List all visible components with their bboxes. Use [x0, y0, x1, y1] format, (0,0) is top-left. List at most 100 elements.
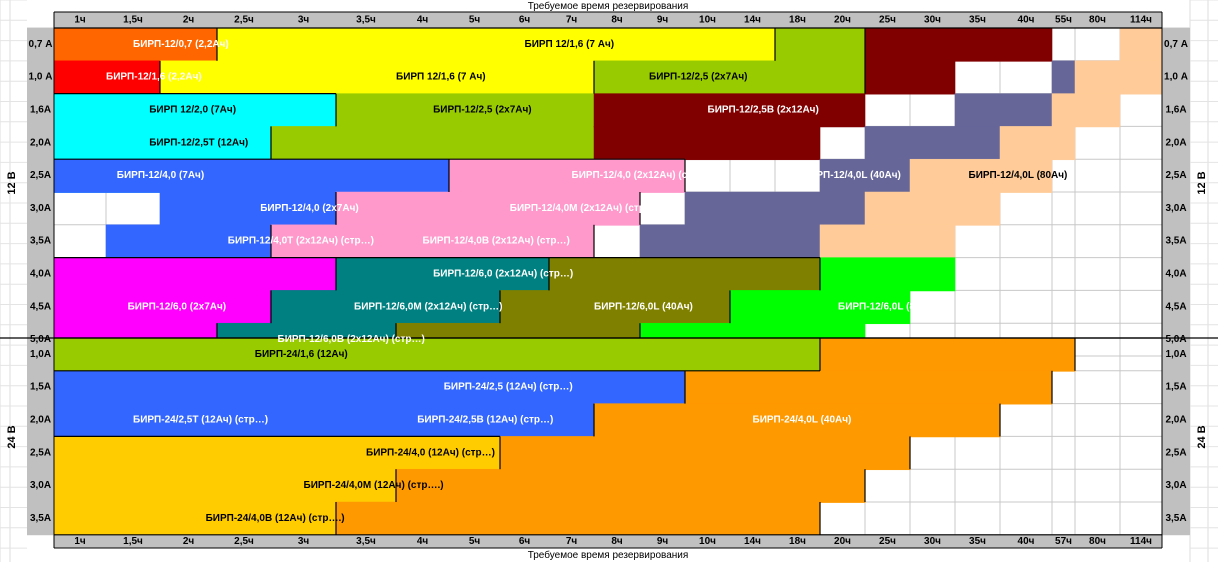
product-block-27 [53, 501, 337, 536]
product-block-22 [729, 290, 911, 325]
row-label-left: 2,5А [30, 170, 51, 181]
column-header-bottom: 40ч [1018, 536, 1035, 547]
product-block-27 [53, 468, 397, 503]
row-label-right: 3,0А [1165, 480, 1186, 491]
product-label: БИРП-12/2,5T (12Ач) [149, 137, 248, 148]
product-block-8 [864, 60, 956, 95]
product-label: БИРП-12/4,0 (2х7Ач) [260, 203, 359, 214]
row-label-left: 1,0 А [29, 72, 53, 83]
product-label: БИРП-12/6,0L (80Ач) [838, 301, 937, 312]
row-label-left: 2,5А [30, 447, 51, 458]
product-block-9 [105, 224, 272, 259]
frame-layer [0, 11, 1218, 549]
row-label-left: 3,5А [30, 513, 51, 524]
product-block-6 [270, 126, 595, 161]
column-header-top: 40ч [1018, 15, 1035, 26]
column-header-top: 1ч [74, 15, 86, 26]
row-label-left: 4,5А [30, 301, 51, 312]
product-block-16 [909, 158, 1053, 193]
column-header-top: 80ч [1089, 15, 1106, 26]
product-block-21 [499, 290, 731, 325]
row-label-left: 1,5А [30, 382, 51, 393]
column-header-top: 5ч [469, 15, 481, 26]
column-header-bottom: 3,5ч [356, 536, 376, 547]
title-top: Требуемое время резервирования [528, 0, 689, 12]
column-header-top: 30ч [924, 15, 941, 26]
row-label-left: 4,0А [30, 269, 51, 280]
column-header-bottom: 2ч [183, 536, 195, 547]
product-block-23 [53, 337, 821, 372]
row-label-right: 4,0А [1165, 269, 1186, 280]
voltage-label-24v-left: 24 В [6, 425, 18, 448]
row-label-right: 1,6А [1165, 105, 1186, 116]
text-layer: Требуемое время резервирования Требуемое… [6, 0, 1208, 561]
product-label: БИРП-24/4,0В (12Ач) (стр….) [206, 513, 345, 524]
column-header-top: 3ч [298, 15, 310, 26]
product-block-24 [53, 403, 595, 438]
column-header-bottom: 57ч [1055, 536, 1072, 547]
product-block-17 [53, 290, 272, 325]
column-header-top: 10ч [699, 15, 716, 26]
row-label-right: 3,0А [1165, 203, 1186, 214]
product-label: БИРП-12/4,0В (2х12Ач) (стр…) [423, 236, 570, 247]
column-header-bottom: 6ч [519, 536, 531, 547]
row-label-right: 2,5А [1165, 447, 1186, 458]
column-header-top: 1,5ч [123, 15, 143, 26]
row-label-right: 4,5А [1165, 301, 1186, 312]
column-header-top: 2ч [183, 15, 195, 26]
column-header-top: 55ч [1055, 15, 1072, 26]
column-header-top: 9ч [657, 15, 669, 26]
product-label: БИРП-12/6,0 (2х7Ач) [128, 301, 227, 312]
row-label-left: 2,0А [30, 137, 51, 148]
voltage-label-12v-right: 12 В [1196, 171, 1208, 194]
product-block-30 [684, 370, 1053, 405]
voltage-label-12v-left: 12 В [6, 171, 18, 194]
column-header-bottom: 20ч [834, 536, 851, 547]
product-block-17 [53, 257, 337, 292]
product-label: БИРП-12/2,5 (2х7Ач) [433, 105, 532, 116]
product-label: БИРП-12/6,0 (2х12Ач) (стр…) [433, 269, 573, 280]
row-label-right: 2,0А [1165, 137, 1186, 148]
product-label: БИРП 12/1,6 (7 Ач) [525, 39, 615, 50]
product-label: БИРП 12/1,6 (7 Ач) [396, 72, 486, 83]
column-header-top: 18ч [789, 15, 806, 26]
product-block-8 [593, 126, 821, 161]
column-header-bottom: 4ч [417, 536, 429, 547]
product-block-8 [593, 93, 866, 128]
column-header-bottom: 1ч [74, 536, 86, 547]
product-label: БИРП-12/6,0В (2х12Ач) (стр…) [278, 334, 425, 345]
product-block-18 [270, 290, 501, 325]
product-label: БИРП-12/0,7 (2,2Ач) [133, 39, 229, 50]
row-label-left: 3,5А [30, 236, 51, 247]
column-header-bottom: 8ч [611, 536, 623, 547]
column-header-bottom: 10ч [699, 536, 716, 547]
product-block-30 [819, 337, 1076, 372]
row-label-strip-right [1162, 28, 1190, 535]
column-header-bottom: 14ч [744, 536, 761, 547]
column-header-top: 7ч [566, 15, 578, 26]
product-block-18 [335, 257, 550, 292]
product-label: БИРП-12/1,6 (2,2Ач) [106, 72, 202, 83]
product-block-16 [1119, 27, 1163, 62]
column-header-bottom: 80ч [1089, 536, 1106, 547]
product-label: БИРП-12/4,0T (2х12Ач) (стр…) [228, 236, 374, 247]
title-bottom: Требуемое время резервирования [528, 549, 689, 561]
product-label: БИРП-24/2,5В (12Ач) (стр…) [417, 415, 553, 426]
row-label-right: 3,5А [1165, 513, 1186, 524]
row-label-right: 0,7 А [1164, 39, 1188, 50]
product-block-16 [999, 126, 1076, 161]
row-label-left: 3,0А [30, 203, 51, 214]
column-header-top: 35ч [969, 15, 986, 26]
column-header-bottom: 3ч [298, 536, 310, 547]
row-label-right: 2,0А [1165, 415, 1186, 426]
product-block-21 [548, 257, 821, 292]
voltage-label-24v-right: 24 В [1196, 425, 1208, 448]
product-label: БИРП 12/2,0 (7Ач) [149, 105, 236, 116]
column-header-bottom: 5ч [469, 536, 481, 547]
product-block-24 [53, 370, 686, 405]
column-header-top: 20ч [834, 15, 851, 26]
row-label-right: 1,5А [1165, 382, 1186, 393]
product-label: БИРП-12/6,0L (40Ач) [594, 301, 693, 312]
row-label-left: 3,0А [30, 480, 51, 491]
